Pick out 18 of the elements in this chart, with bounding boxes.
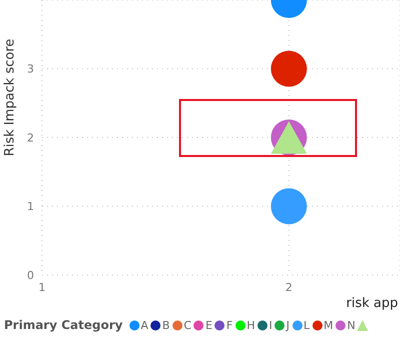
legend-label: B bbox=[161, 318, 170, 332]
y-tick-label: 0 bbox=[27, 268, 34, 282]
y-tick-label: 1 bbox=[27, 200, 34, 214]
legend-label: H bbox=[246, 318, 256, 332]
legend-label: E bbox=[204, 318, 212, 332]
x-axis-title: risk app bbox=[346, 296, 398, 311]
legend-label: C bbox=[182, 318, 192, 332]
legend-label: A bbox=[140, 318, 148, 332]
legend-label: J bbox=[284, 318, 290, 332]
legend-label: M bbox=[322, 318, 334, 332]
legend-label: N bbox=[346, 318, 356, 332]
y-tick-label: 3 bbox=[27, 62, 34, 76]
legend-label: F bbox=[225, 318, 233, 332]
legend-label: I bbox=[268, 318, 272, 332]
legend-title: Primary Category bbox=[4, 318, 123, 332]
y-axis-title: Risk Impack score bbox=[2, 38, 18, 156]
y-tick-label: 2 bbox=[27, 131, 34, 144]
legend-label: L bbox=[302, 318, 310, 332]
